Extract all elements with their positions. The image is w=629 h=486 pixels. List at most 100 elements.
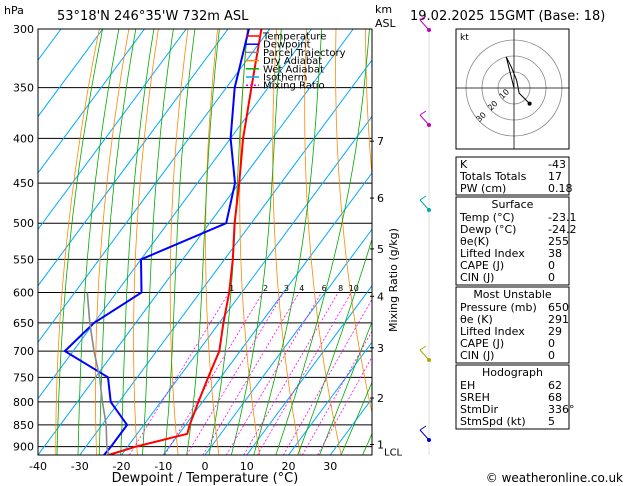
pressure-tick-600: 600 — [13, 287, 34, 300]
surface-row-4-value: 0 — [548, 259, 555, 272]
mixing-ratio-line — [302, 330, 372, 455]
pressure-tick-700: 700 — [13, 345, 34, 358]
asl-unit-label: ASL — [375, 17, 397, 30]
profile-lines — [63, 29, 263, 455]
most-unstable-row-0-label: Pressure (mb) — [460, 301, 537, 314]
hodograph-row-0-label: EH — [460, 379, 475, 392]
km-tick-3: 3 — [377, 342, 384, 355]
hodograph-row-2-label: StmDir — [460, 403, 499, 416]
hodograph-row-3-value: 5 — [548, 415, 555, 428]
mixing-ratio-line — [283, 298, 372, 455]
index-row-0-label: K — [460, 158, 468, 171]
mixing-ratio-line — [186, 292, 285, 455]
wet-adiabat — [77, 29, 120, 455]
axis-labels: 300350400450500550600650700750800850900-… — [13, 23, 403, 473]
most-unstable-box — [455, 286, 570, 364]
temp-tick--30: -30 — [71, 460, 89, 473]
pressure-tick-800: 800 — [13, 396, 34, 409]
mixing-ratio-label: 8 — [338, 284, 343, 293]
isotherm-line — [121, 115, 372, 455]
wind-barb-flag — [419, 15, 427, 21]
legend-label-dry-adiabat: Dry Adiabat — [263, 56, 322, 67]
mixing-ratio-axis-title: Mixing Ratio (g/kg) — [387, 228, 400, 332]
mixing-ratio-label: 25 — [406, 284, 416, 293]
wet-adiabat — [98, 29, 137, 455]
mixing-ratio-label: 1 — [229, 284, 234, 293]
surface-row-1-value: -24.2 — [548, 223, 576, 236]
temp-tick--40: -40 — [29, 460, 47, 473]
most-unstable-row-1-label: θe (K) — [460, 313, 493, 326]
lcl-label: LCL — [384, 448, 403, 459]
hodograph-box — [455, 364, 570, 430]
index-row-2-label: PW (cm) — [460, 182, 506, 195]
mixing-ratio-label: 3 — [284, 284, 289, 293]
hodograph-frame — [455, 28, 570, 150]
km-tick-6: 6 — [377, 192, 384, 205]
series-parcel-trajectory — [86, 292, 110, 455]
hodograph-track — [505, 56, 530, 104]
surface-row-1-label: Dewp (°C) — [460, 223, 516, 236]
wind-barb-flag — [419, 345, 427, 351]
dry-adiabat — [133, 29, 159, 455]
wet-adiabat — [275, 29, 370, 455]
hodograph-row-1-value: 68 — [548, 391, 562, 404]
surface-row-3-value: 38 — [548, 247, 562, 260]
isotherm-line — [38, 29, 229, 287]
index-row-2-value: 0.18 — [548, 182, 573, 195]
most-unstable-row-4-label: CIN (J) — [460, 349, 494, 362]
most-unstable-row-3-label: CAPE (J) — [460, 337, 504, 350]
wind-barb-staff — [419, 199, 430, 211]
wet-adiabat — [340, 381, 372, 455]
mixing-ratio-line — [225, 292, 322, 455]
surface-row-3-label: Lifted Index — [460, 247, 525, 260]
indices-top-box — [455, 156, 570, 196]
wind-barb-flag — [419, 195, 427, 201]
wet-adiabat — [164, 29, 196, 455]
surface-row-0-label: Temp (°C) — [459, 211, 515, 224]
pressure-tick-900: 900 — [13, 441, 34, 454]
temp-tick-0: 0 — [202, 460, 209, 473]
legend-label-dewpoint: Dewpoint — [263, 40, 311, 51]
mixing-ratio-label: 4 — [299, 284, 304, 293]
wind-barb-staff — [419, 349, 430, 361]
dry-adiabat — [205, 29, 220, 455]
wind-profile — [419, 15, 431, 455]
wet-adiabat — [319, 320, 372, 455]
isotherm-line — [38, 29, 104, 118]
wet-adiabat — [120, 29, 155, 455]
hodograph-row-0-value: 62 — [548, 379, 562, 392]
index-row-0-value: -43 — [548, 158, 566, 171]
surface-row-2-value: 255 — [548, 235, 569, 248]
wet-adiabat — [186, 29, 220, 455]
surface-row-4-label: CAPE (J) — [460, 259, 504, 272]
surface-box — [455, 196, 570, 286]
mixing-ratio-label: 10 — [349, 284, 359, 293]
most-unstable-row-2-label: Lifted Index — [460, 325, 525, 338]
pressure-tick-850: 850 — [13, 419, 34, 432]
hodograph-title: Hodograph — [482, 366, 543, 379]
series-temperature — [108, 29, 263, 455]
indices-table: K -43 Totals Totals 17 PW (cm) 0.18 SurfaceTem… — [455, 156, 576, 430]
dry-adiabat — [365, 29, 372, 180]
mixing-ratio-line — [243, 292, 339, 455]
wet-adiabat — [231, 29, 282, 455]
most-unstable-row-4-value: 0 — [548, 349, 555, 362]
mixing-ratio-line — [202, 292, 300, 455]
hodograph-row-2-value: 336° — [548, 403, 575, 416]
mixing-ratio-label: 2 — [263, 284, 268, 293]
km-tick-7: 7 — [377, 135, 384, 148]
plot-frame — [37, 28, 373, 456]
mixing-ratio-line — [317, 356, 372, 455]
pressure-tick-450: 450 — [13, 177, 34, 190]
dry-adiabat — [169, 29, 189, 455]
datetime-title: 19.02.2025 15GMT (Base: 18) — [410, 9, 605, 24]
pressure-tick-500: 500 — [13, 217, 34, 230]
isotherm-line — [38, 29, 312, 400]
isotherm-line — [38, 29, 145, 174]
index-row-1-value: 17 — [548, 170, 562, 183]
mixing-ratio-label: 6 — [322, 284, 327, 293]
most-unstable-row-3-value: 0 — [548, 337, 555, 350]
pressure-tick-550: 550 — [13, 253, 34, 266]
isotherm-line — [162, 172, 372, 455]
